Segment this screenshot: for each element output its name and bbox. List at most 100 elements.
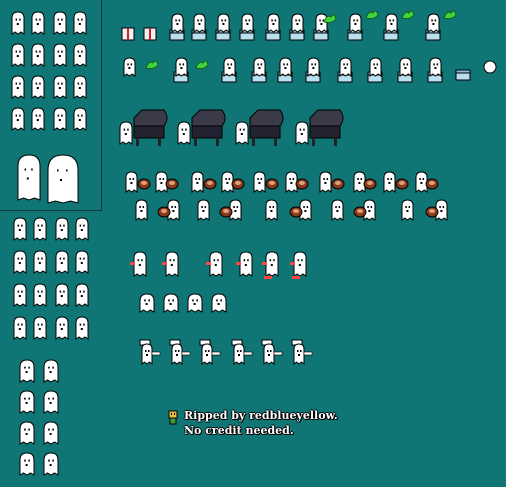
side-walk-frame: [33, 316, 47, 340]
pie-sprite: [165, 178, 179, 190]
piano-ghost-frame: [295, 121, 309, 145]
sign-holder-frame: [265, 251, 279, 277]
sprite-group-frame: [0, 0, 102, 211]
pie-throw-frame: [435, 199, 448, 221]
bouncing-ghost-frame: [43, 359, 59, 383]
piano-sprite: [249, 109, 284, 146]
side-walk-frame: [33, 283, 47, 307]
bouncing-ghost-frame: [19, 390, 35, 414]
pie-sprite: [289, 206, 303, 218]
pie-throw-frame: [197, 199, 210, 221]
side-walk-frame: [75, 316, 89, 340]
pie-sprite: [425, 178, 439, 190]
side-walk-frame: [13, 250, 27, 274]
single-ghost-frame: [73, 75, 87, 99]
boxed-ghost-frame: [123, 57, 136, 77]
single-ghost-frame: [73, 43, 87, 67]
pie-throw-frame: [319, 171, 332, 193]
bouncing-ghost-frame: [19, 359, 35, 383]
pie-sprite: [331, 178, 345, 190]
boxed-ghost-frame: [315, 13, 328, 33]
chef-hat-frame: [233, 343, 245, 366]
side-walk-frame: [55, 316, 69, 340]
sign-holder-frame: [239, 251, 253, 277]
single-ghost-frame: [73, 11, 87, 35]
piano-ghost-frame: [235, 121, 249, 145]
boxed-ghost-frame: [223, 57, 236, 77]
pie-throw-frame: [253, 171, 266, 193]
boxed-ghost-frame: [399, 57, 412, 77]
pie-throw-frame: [401, 199, 414, 221]
boxed-ghost-frame: [171, 13, 184, 33]
sign-holder-frame: [209, 251, 223, 277]
single-ghost-frame: [53, 75, 67, 99]
orb-sprite: [483, 60, 497, 74]
single-ghost-frame: [73, 107, 87, 131]
pie-throw-frame: [363, 199, 376, 221]
flame-sprite: [365, 10, 379, 19]
side-walk-frame: [13, 217, 27, 241]
side-walk-frame: [55, 250, 69, 274]
boxed-ghost-frame: [369, 57, 382, 77]
giant-ghost-frame: [47, 154, 79, 204]
boxed-ghost-frame: [339, 57, 352, 77]
pie-throw-frame: [191, 171, 204, 193]
single-ghost-frame: [11, 11, 25, 35]
side-walk-frame: [75, 283, 89, 307]
sign-holder-frame: [165, 251, 179, 277]
credit-line-2: No credit needed.: [184, 424, 294, 437]
boxed-ghost-frame: [241, 13, 254, 33]
sign-holder-frame: [133, 251, 147, 277]
chef-hat-frame: [263, 343, 275, 366]
face-frame: [139, 293, 155, 313]
pie-sprite: [395, 178, 409, 190]
side-walk-frame: [33, 250, 47, 274]
sign-holder-frame: [293, 251, 307, 277]
single-ghost-frame: [31, 43, 45, 67]
flame-sprite: [145, 60, 159, 69]
single-ghost-frame: [31, 75, 45, 99]
pie-sprite: [295, 178, 309, 190]
boxed-ghost-frame: [267, 13, 280, 33]
pie-throw-frame: [265, 199, 278, 221]
side-walk-frame: [33, 217, 47, 241]
pie-sprite: [157, 206, 171, 218]
side-walk-frame: [55, 217, 69, 241]
bouncing-ghost-frame: [19, 452, 35, 476]
boxed-ghost-frame: [253, 57, 266, 77]
pie-sprite: [363, 178, 377, 190]
ripper-icon: [168, 410, 178, 425]
pie-sprite: [137, 178, 151, 190]
pie-sprite: [219, 206, 233, 218]
pie-throw-frame: [155, 171, 168, 193]
pie-throw-frame: [331, 199, 344, 221]
flame-sprite: [323, 14, 337, 23]
pie-throw-frame: [167, 199, 180, 221]
bouncing-ghost-frame: [43, 452, 59, 476]
piano-ghost-frame: [119, 121, 133, 145]
boxed-ghost-frame: [193, 13, 206, 33]
face-frame: [163, 293, 179, 313]
boxed-ghost-frame: [385, 13, 398, 33]
flame-sprite: [195, 60, 209, 69]
single-ghost-frame: [53, 43, 67, 67]
boxed-ghost-frame: [291, 13, 304, 33]
boxed-ghost-frame: [349, 13, 362, 33]
single-ghost-frame: [53, 11, 67, 35]
pie-throw-frame: [383, 171, 396, 193]
giant-ghost-frame: [17, 154, 41, 201]
pie-sprite: [353, 206, 367, 218]
boxed-ghost-frame: [427, 13, 440, 33]
pie-throw-frame: [229, 199, 242, 221]
boxed-ghost-frame: [429, 57, 442, 77]
face-frame: [187, 293, 203, 313]
pie-sprite: [425, 206, 439, 218]
boxed-ghost-frame: [175, 57, 188, 77]
pie-throw-frame: [221, 171, 234, 193]
present-box-sprite: [455, 69, 471, 81]
bouncing-ghost-frame: [43, 390, 59, 414]
flame-sprite: [443, 10, 457, 19]
single-ghost-frame: [31, 107, 45, 131]
chef-hat-frame: [141, 343, 153, 366]
